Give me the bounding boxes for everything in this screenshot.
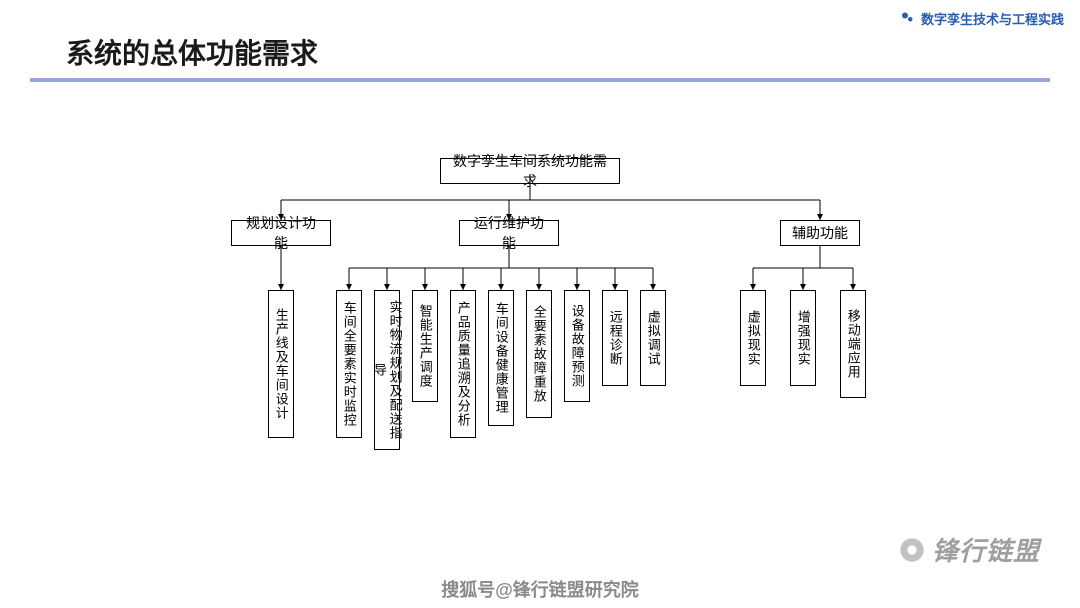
leaf-node: 生产线及车间设计 — [268, 290, 294, 438]
tree-diagram: 数字孪生车间系统功能需求规划设计功能 运行维护功能 辅助功能生产线及车间设计 车间全要… — [0, 0, 1080, 608]
leaf-node: 虚拟调试 — [640, 290, 666, 386]
leaf-node: 实时物流规划及配送指导 — [374, 290, 400, 450]
leaf-node: 车间全要素实时监控 — [336, 290, 362, 438]
leaf-node: 远程诊断 — [602, 290, 628, 386]
leaf-node: 设备故障预测 — [564, 290, 590, 402]
watermark-source: 搜狐号@锋行链盟研究院 — [441, 576, 639, 602]
level2-node: 辅助功能 — [780, 220, 860, 246]
leaf-node: 虚拟现实 — [740, 290, 766, 386]
leaf-node: 全要素故障重放 — [526, 290, 552, 418]
leaf-node: 智能生产调度 — [412, 290, 438, 402]
watermark-logo: 锋行链盟 — [898, 531, 1040, 568]
level2-node: 规划设计功能 — [231, 220, 331, 246]
level2-node: 运行维护功能 — [459, 220, 559, 246]
leaf-node: 移动端应用 — [840, 290, 866, 398]
leaf-node: 产品质量追溯及分析 — [450, 290, 476, 438]
leaf-node: 增强现实 — [790, 290, 816, 386]
root-node: 数字孪生车间系统功能需求 — [440, 158, 620, 184]
leaf-node: 车间设备健康管理 — [488, 290, 514, 426]
